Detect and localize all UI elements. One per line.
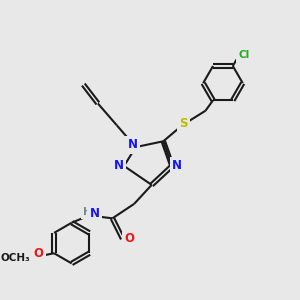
Text: N: N [89,208,99,220]
Text: N: N [114,160,124,172]
Text: Cl: Cl [239,50,250,60]
Text: OCH₃: OCH₃ [1,253,30,263]
Text: H: H [83,207,92,217]
Text: O: O [33,247,43,260]
Text: N: N [172,160,182,172]
Text: N: N [128,138,138,151]
Text: O: O [124,232,134,245]
Text: S: S [179,117,188,130]
